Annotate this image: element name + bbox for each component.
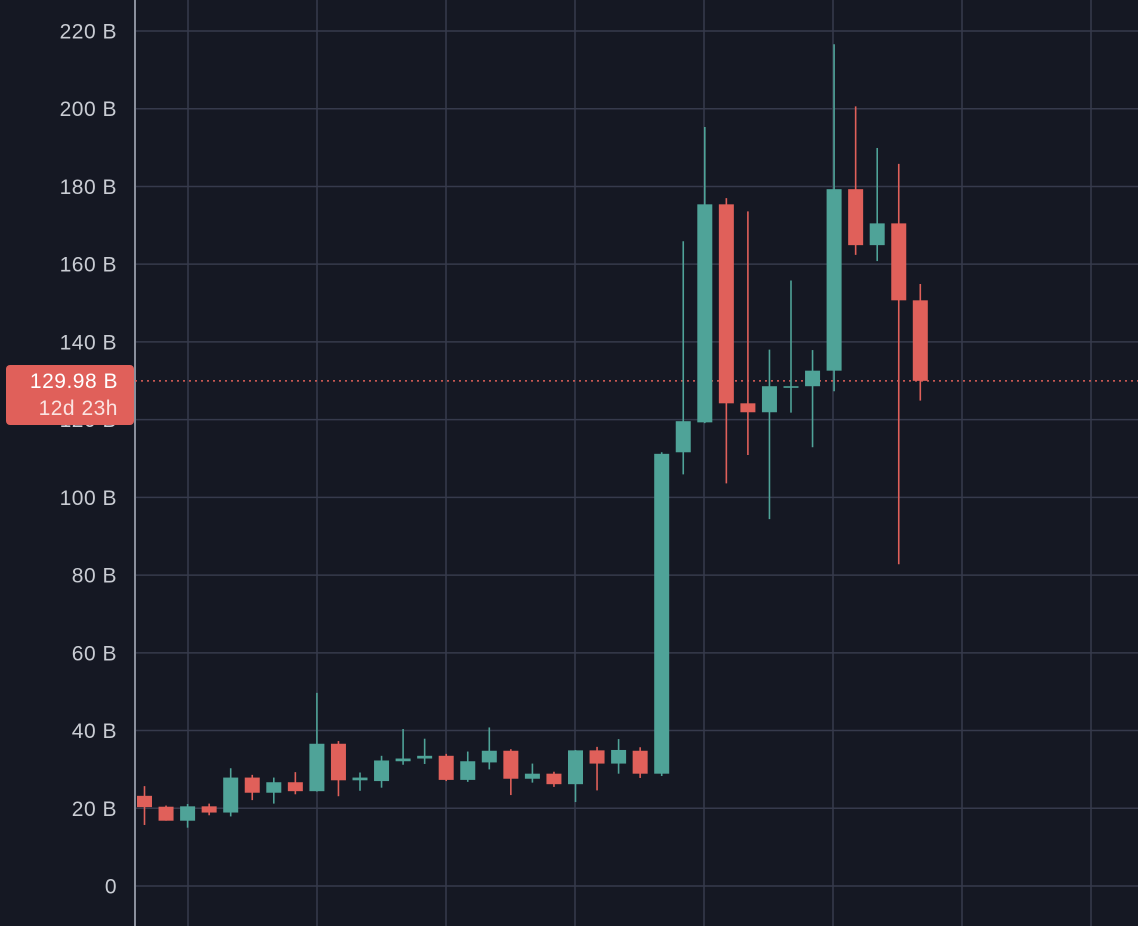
candle-body (395, 758, 411, 762)
candle-up (675, 241, 691, 475)
candle-body (589, 750, 605, 764)
candle-body (137, 795, 152, 808)
candle-body (654, 453, 670, 774)
candle-body (180, 806, 196, 821)
candle-up (568, 749, 583, 803)
candle-down (891, 163, 907, 565)
candle-body (417, 755, 433, 759)
candle-down (330, 741, 346, 797)
y-tick-label: 0 (105, 876, 117, 899)
candle-up (223, 768, 239, 817)
y-tick-label: 60 B (72, 642, 117, 665)
candle-up (524, 763, 540, 783)
candle-body (223, 777, 239, 813)
candle-down (848, 106, 864, 255)
candle-body (244, 777, 260, 793)
candle-down (287, 772, 303, 795)
candle-body (805, 370, 821, 387)
candle-body (761, 386, 777, 413)
y-tick-label: 160 B (60, 254, 117, 277)
candle-up (611, 739, 627, 774)
candle-down (503, 749, 519, 796)
candle-up (481, 727, 497, 770)
candle-down (137, 786, 152, 825)
candles (137, 44, 928, 828)
candle-body (352, 777, 368, 781)
candle-down (589, 746, 605, 791)
candle-up (417, 738, 433, 764)
y-tick-label: 200 B (60, 98, 117, 121)
candle-body (869, 223, 885, 246)
candle-body (503, 750, 519, 779)
y-tick-label: 100 B (60, 487, 117, 510)
candle-up (309, 692, 325, 792)
candle-body (740, 403, 756, 413)
y-tick-label: 180 B (60, 176, 117, 199)
candle-up (783, 280, 799, 413)
candle-body (912, 300, 928, 381)
candle-up (180, 803, 196, 828)
candle-body (783, 386, 799, 388)
candle-down (158, 805, 174, 821)
candle-body (718, 204, 734, 404)
candle-body (568, 750, 583, 785)
y-tick-label: 220 B (60, 21, 117, 44)
candle-body (632, 750, 648, 774)
y-tick-label: 140 B (60, 331, 117, 354)
candle-down (201, 803, 217, 816)
y-tick-label: 20 B (72, 798, 117, 821)
candle-countdown: 12d 23h (38, 397, 118, 420)
y-tick-label: 40 B (72, 720, 117, 743)
grid-lines (135, 0, 1138, 926)
candle-up (826, 44, 842, 392)
candle-up (460, 751, 476, 782)
candle-down (740, 211, 756, 456)
candle-down (912, 284, 928, 401)
candle-up (395, 728, 411, 765)
candle-body (309, 743, 325, 792)
candle-body (546, 773, 562, 785)
candle-down (632, 747, 648, 778)
candle-up (352, 772, 368, 791)
last-price-badge: 129.98 B 12d 23h (6, 365, 134, 425)
candle-up (266, 777, 282, 804)
candle-body (675, 421, 691, 453)
candle-body (201, 806, 217, 813)
candle-body (611, 749, 627, 764)
candle-body (891, 223, 907, 301)
candle-body (848, 189, 864, 246)
candle-body (697, 204, 713, 423)
candle-body (266, 782, 282, 793)
candle-up (869, 147, 885, 262)
candle-down (438, 753, 454, 782)
candle-up (374, 755, 390, 788)
candle-down (546, 771, 562, 787)
candle-up (654, 452, 670, 777)
candle-body (374, 760, 390, 782)
candle-body (158, 806, 174, 821)
last-price-value: 129.98 B (29, 370, 118, 393)
candle-body (438, 755, 454, 780)
candle-body (826, 189, 842, 371)
candle-body (287, 782, 303, 792)
candle-up (805, 350, 821, 448)
candle-down (718, 198, 734, 484)
candle-body (524, 773, 540, 779)
candle-body (481, 750, 497, 763)
candle-body (460, 761, 476, 780)
candle-down (244, 774, 260, 801)
candle-body (330, 743, 346, 781)
candle-up (761, 349, 777, 520)
y-tick-label: 80 B (72, 565, 117, 588)
candle-up (697, 126, 713, 424)
